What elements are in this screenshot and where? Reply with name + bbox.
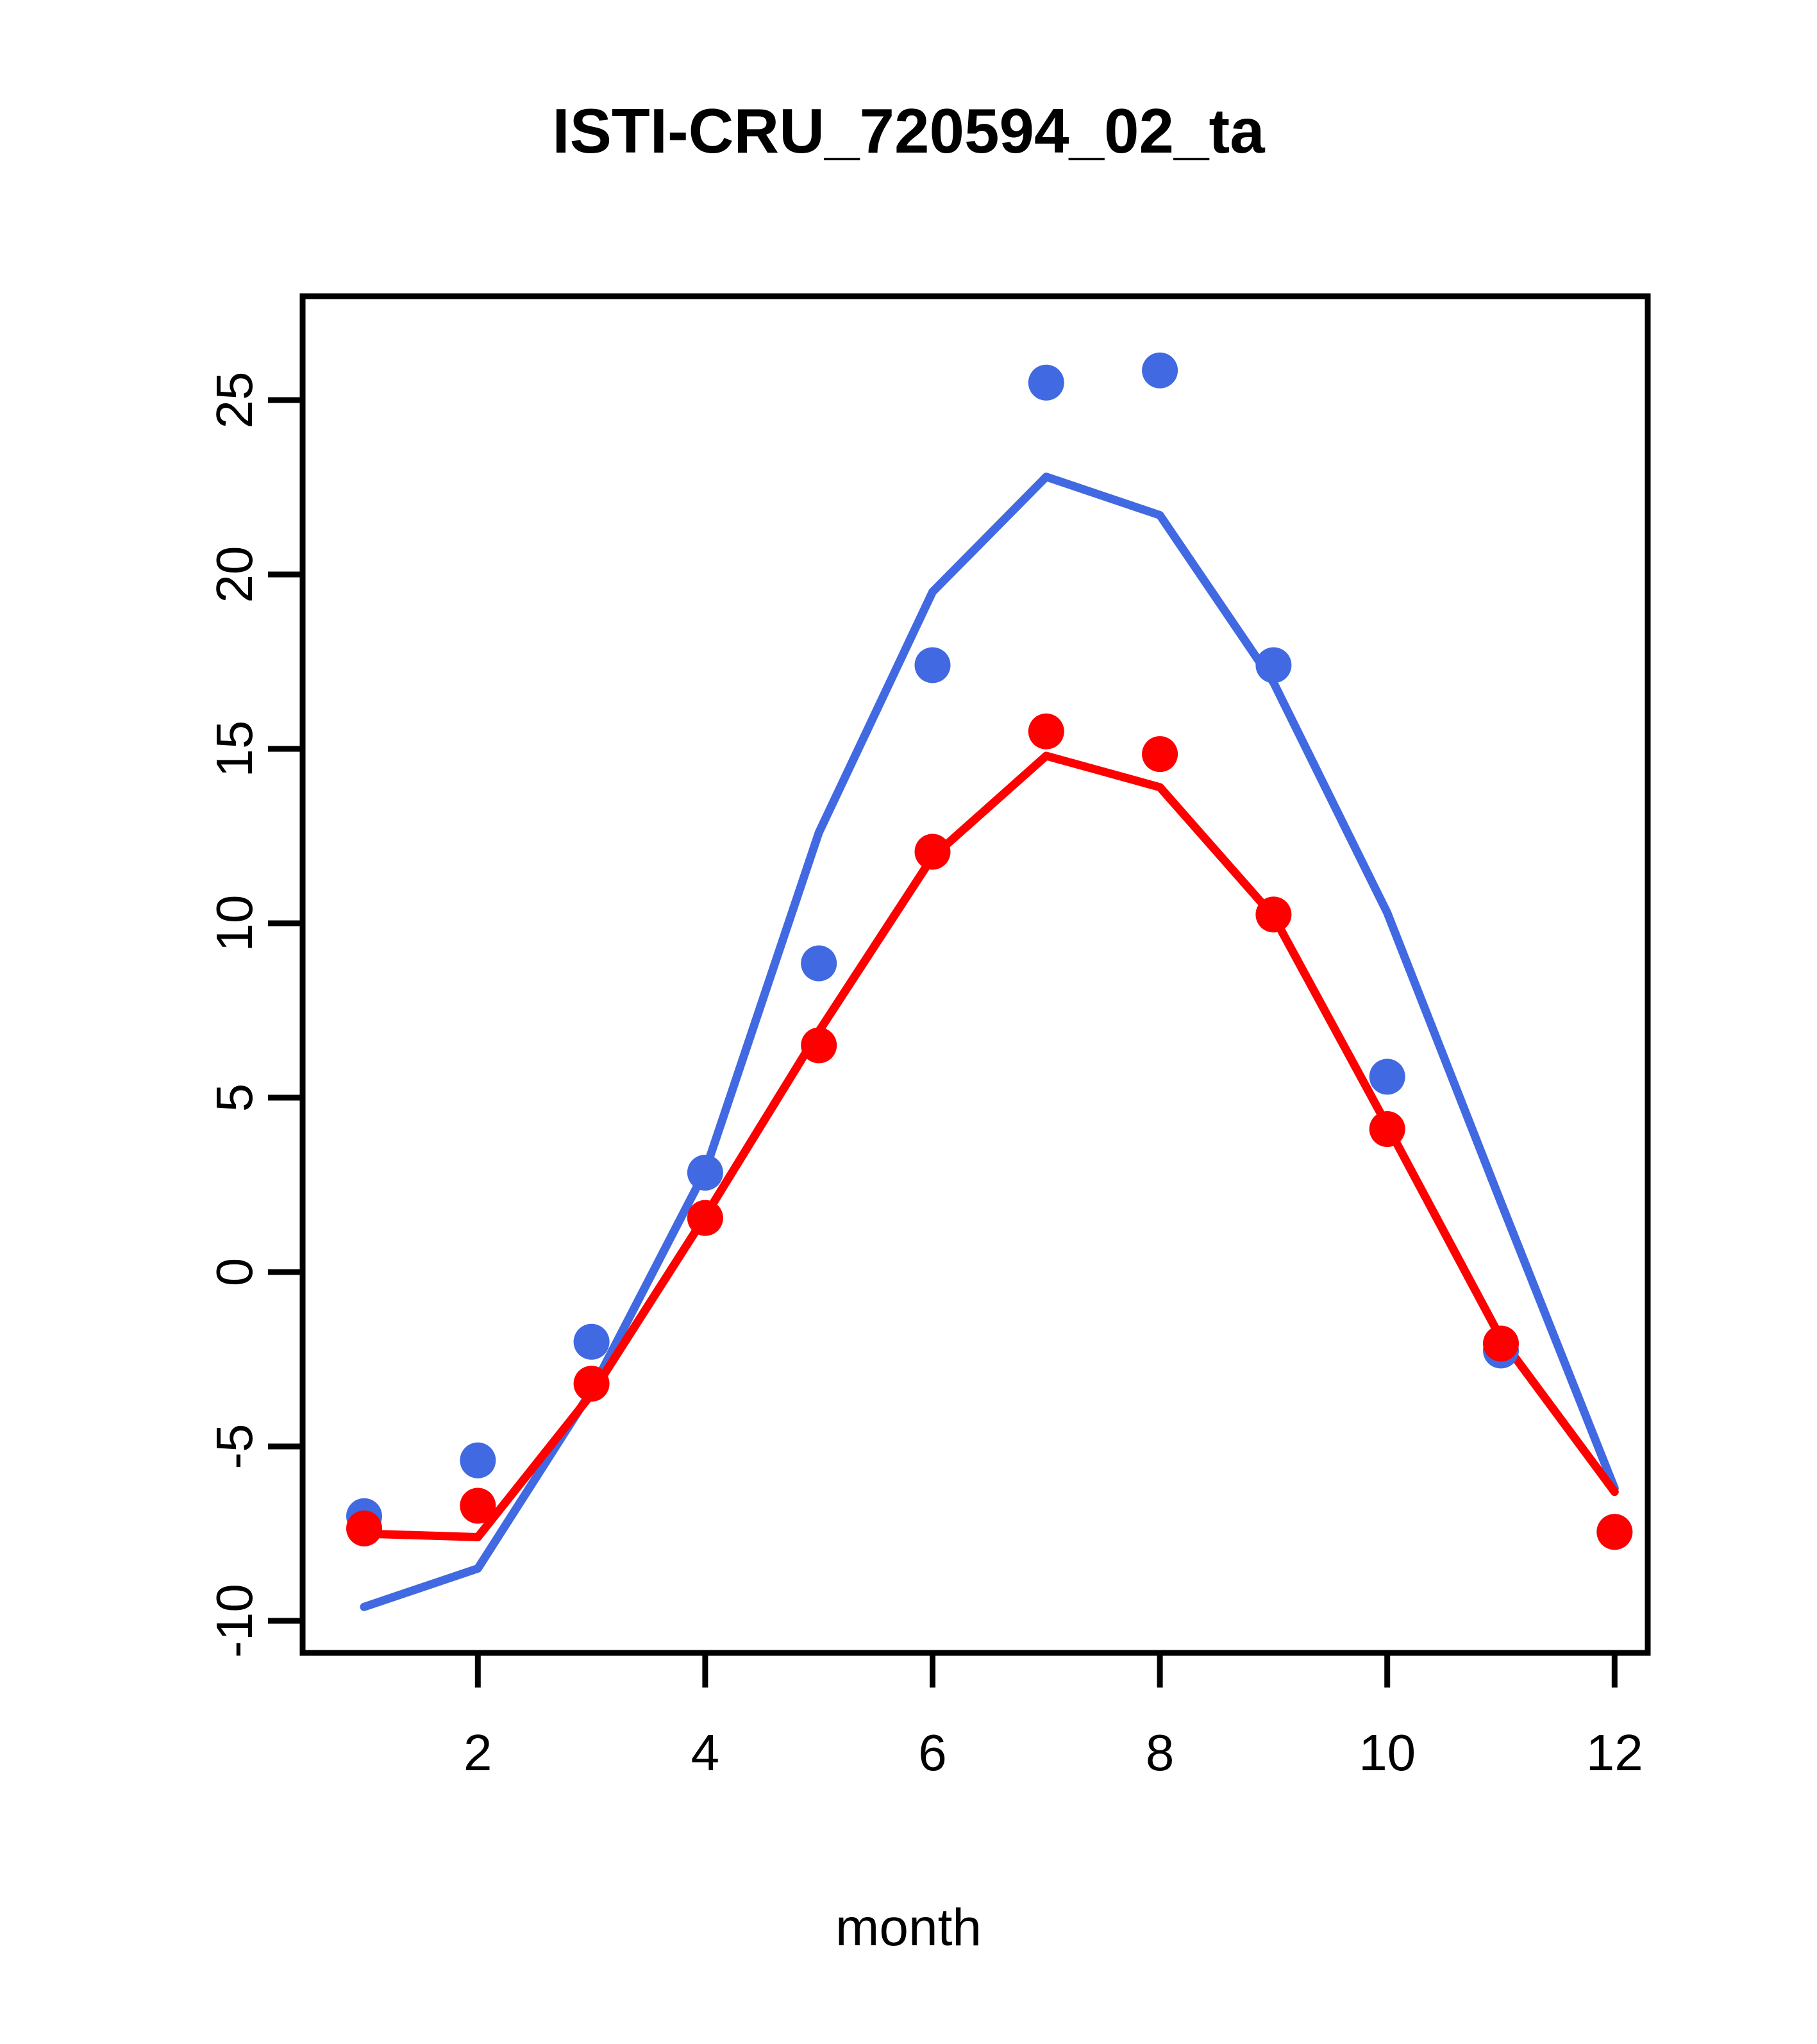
data-point-blue-points (801, 945, 837, 982)
x-axis-tick-label: 12 (1586, 1724, 1643, 1781)
series-line-blue-line (360, 473, 1619, 1611)
data-point-blue-points (573, 1323, 610, 1360)
axis-box (299, 293, 1651, 1656)
data-point-red-points (1369, 1110, 1405, 1147)
plot-frame (299, 293, 1651, 1656)
data-point-red-points (346, 1510, 382, 1546)
page-title: ISTI-CRU_720594_02_ta (552, 96, 1265, 166)
x-axis-label: month (835, 1898, 982, 1957)
data-point-red-points (1483, 1325, 1519, 1362)
data-point-red-points (914, 834, 951, 870)
data-point-blue-points (1369, 1059, 1405, 1095)
series-line-red-line (360, 751, 1619, 1541)
data-point-red-points (1596, 1514, 1633, 1550)
x-axis-tick-label: 4 (691, 1724, 720, 1781)
x-axis-tick-label: 10 (1359, 1724, 1416, 1781)
data-series (346, 352, 1633, 1611)
data-point-red-points (801, 1027, 837, 1064)
x-axis-tick-label: 6 (918, 1724, 947, 1781)
y-axis-tick-label: 20 (206, 546, 263, 603)
y-axis-tick-label: -10 (206, 1584, 263, 1658)
y-axis-tick-label: 0 (206, 1257, 263, 1287)
data-point-red-points (1255, 896, 1292, 933)
data-point-red-points (1142, 736, 1178, 773)
data-point-blue-points (687, 1154, 723, 1191)
x-axis-tick-label: 2 (464, 1724, 492, 1781)
axis-ticks (268, 397, 1618, 1688)
y-axis-tick-label: 15 (206, 720, 263, 778)
y-axis-tick-label: 25 (206, 371, 263, 429)
y-axis-tick-label: -5 (206, 1423, 263, 1470)
x-axis-tick-label: 8 (1145, 1724, 1175, 1781)
data-point-red-points (460, 1487, 496, 1524)
data-point-red-points (573, 1366, 610, 1402)
y-axis-tick-label: 10 (206, 894, 263, 952)
data-point-blue-points (460, 1442, 496, 1479)
y-axis-tick-label: 5 (206, 1083, 263, 1112)
data-point-blue-points (1142, 352, 1178, 389)
data-point-blue-points (1255, 647, 1292, 683)
data-point-red-points (687, 1200, 723, 1236)
data-point-red-points (1028, 713, 1064, 750)
data-point-blue-points (914, 647, 951, 683)
data-point-blue-points (1028, 364, 1064, 401)
